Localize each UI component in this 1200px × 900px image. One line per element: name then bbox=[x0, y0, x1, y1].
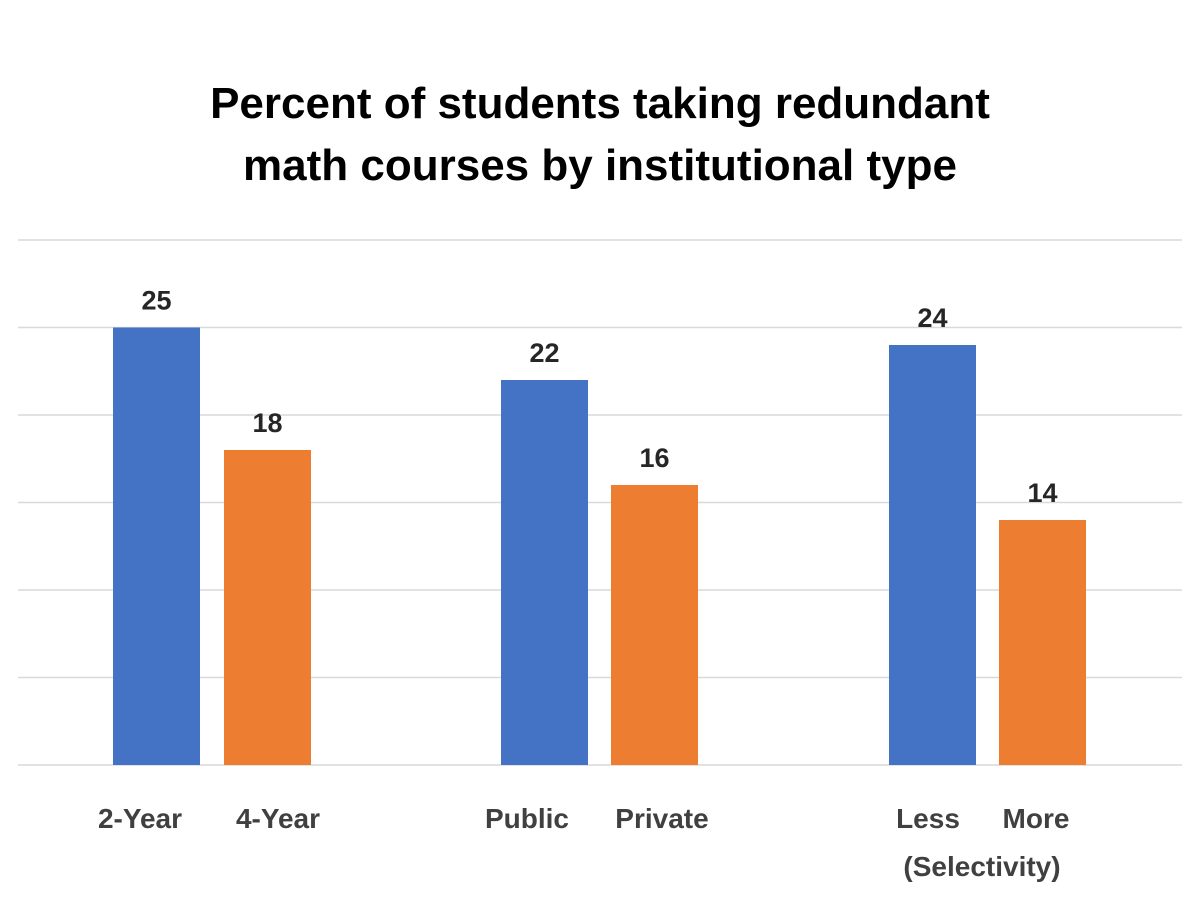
data-label: 16 bbox=[639, 443, 669, 473]
chart-title-line-1: Percent of students taking redundant bbox=[210, 79, 990, 128]
category-label: 2-Year bbox=[98, 803, 182, 834]
category-label: More bbox=[1003, 803, 1070, 834]
category-label: Private bbox=[615, 803, 708, 834]
data-label: 18 bbox=[252, 408, 282, 438]
bars bbox=[113, 327, 1086, 765]
labels: 25 2-Year 18 4-Year 22 Public 16 Private 24 Less 1… bbox=[98, 286, 1069, 883]
data-label: 14 bbox=[1027, 478, 1057, 508]
gridlines bbox=[18, 239, 1182, 766]
bar-less bbox=[889, 345, 976, 765]
data-label: 22 bbox=[529, 338, 559, 368]
group-note-label: (Selectivity) bbox=[903, 851, 1060, 882]
chart-title-line-2: math courses by institutional type bbox=[243, 141, 957, 190]
data-label: 24 bbox=[917, 303, 947, 333]
bar-2-year bbox=[113, 327, 200, 765]
category-label: 4-Year bbox=[236, 803, 320, 834]
category-label: Public bbox=[485, 803, 569, 834]
bar-public bbox=[501, 380, 588, 765]
data-label: 25 bbox=[141, 286, 171, 316]
bar-private bbox=[611, 485, 698, 765]
bar-more bbox=[999, 520, 1086, 765]
category-label: Less bbox=[896, 803, 960, 834]
bar-4-year bbox=[224, 450, 311, 765]
